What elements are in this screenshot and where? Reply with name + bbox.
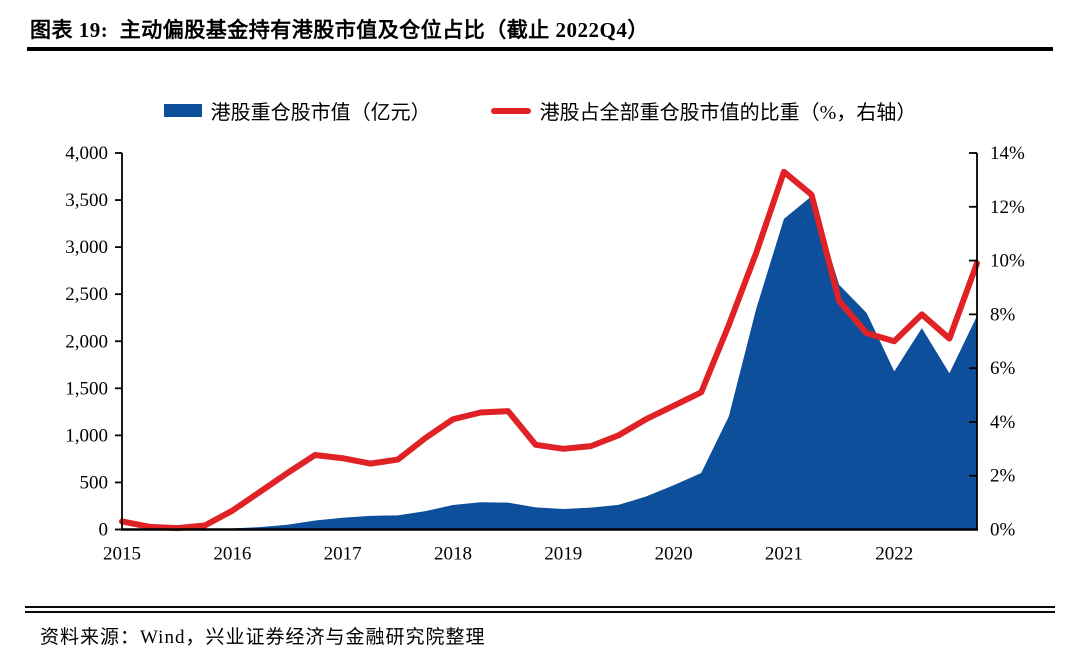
x-axis-tick-label: 2019 [544, 544, 582, 565]
left-axis-tick-label: 2,500 [65, 284, 108, 305]
right-axis-tick-label: 8% [990, 304, 1016, 325]
legend-label-ratio: 港股占全部重仓股市值的比重（%，右轴） [539, 102, 917, 124]
hk-ratio-line [119, 168, 980, 532]
right-axis-tick-label: 10% [990, 251, 1025, 272]
left-axis-tick-label: 3,500 [65, 190, 108, 211]
x-axis-tick-label: 2017 [324, 544, 362, 565]
legend-item-ratio: 港股占全部重仓股市值的比重（%，右轴） [490, 96, 917, 125]
right-axis-tick-label: 0% [990, 520, 1016, 541]
legend: 港股重仓股市值（亿元） 港股占全部重仓股市值的比重（%，右轴） [0, 96, 1080, 125]
left-axis-tick-label: 0 [99, 520, 109, 541]
plot-area [119, 168, 980, 532]
data-source: 资料来源：Wind，兴业证券经济与金融研究院整理 [40, 627, 486, 648]
left-axis-tick-label: 2,000 [65, 331, 108, 352]
line-series-swatch [490, 107, 531, 114]
legend-item-market-value: 港股重仓股市值（亿元） [163, 96, 431, 125]
footer-divider [25, 606, 1055, 613]
x-axis-tick-label: 2022 [875, 544, 913, 565]
x-axis-tick-label: 2015 [103, 544, 141, 565]
area-series-swatch [163, 104, 202, 117]
axes: 0 500 1,000 1,500 2,000 2,500 3,000 3,500 4,000 0… [65, 143, 1025, 565]
right-axis-tick-label: 4% [990, 412, 1016, 433]
left-axis-tick-label: 500 [80, 472, 109, 493]
x-axis-tick-label: 2016 [213, 544, 251, 565]
left-axis-tick-label: 1,000 [65, 425, 108, 446]
title-underline [27, 47, 1053, 51]
left-axis-tick-label: 1,500 [65, 378, 108, 399]
chart-title: 图表 19: 主动偏股基金持有港股市值及仓位占比（截止 2022Q4） [30, 18, 649, 42]
left-axis-tick-label: 4,000 [65, 143, 108, 164]
right-axis-tick-label: 12% [990, 197, 1025, 218]
x-axis-tick-label: 2018 [434, 544, 472, 565]
legend-label-market-value: 港股重仓股市值（亿元） [210, 102, 431, 124]
right-axis-tick-label: 6% [990, 358, 1016, 379]
x-axis-tick-label: 2021 [765, 544, 803, 565]
left-axis-tick-label: 3,000 [65, 237, 108, 258]
x-axis-tick-label: 2020 [655, 544, 693, 565]
hk-market-value-area [122, 196, 977, 530]
right-axis-tick-label: 2% [990, 466, 1016, 487]
right-axis-tick-label: 14% [990, 143, 1025, 164]
